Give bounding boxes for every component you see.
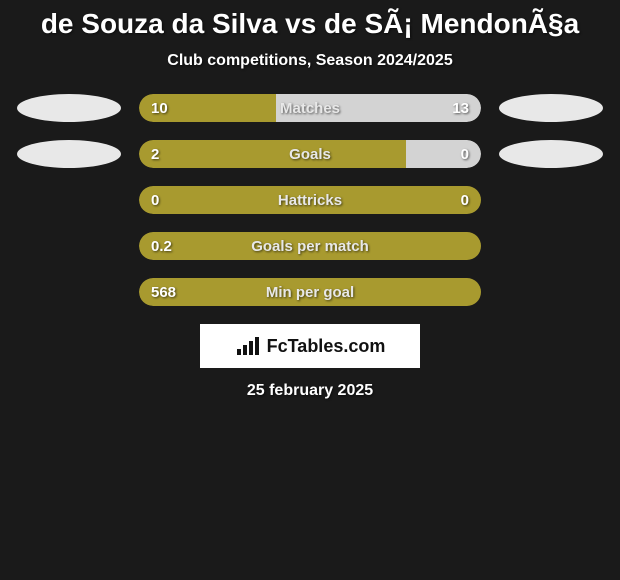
stat-bar: 568Min per goal <box>139 278 481 306</box>
footer-date: 25 february 2025 <box>0 382 620 400</box>
page-title: de Souza da Silva vs de SÃ¡ MendonÃ§a <box>0 8 620 40</box>
player-left-ellipse <box>17 140 121 168</box>
player-left-ellipse <box>17 94 121 122</box>
stat-row: 2Goals0 <box>0 140 620 168</box>
stat-row: 0.2Goals per match <box>0 232 620 260</box>
stat-right-value: 0 <box>461 140 469 168</box>
stat-bar: 10Matches13 <box>139 94 481 122</box>
stat-label: Goals per match <box>139 232 481 260</box>
player-right-ellipse <box>499 94 603 122</box>
stat-label: Goals <box>139 140 481 168</box>
stat-label: Hattricks <box>139 186 481 214</box>
stat-right-value: 13 <box>452 94 469 122</box>
stat-row: 0Hattricks0 <box>0 186 620 214</box>
stat-bar: 0Hattricks0 <box>139 186 481 214</box>
stat-bar: 0.2Goals per match <box>139 232 481 260</box>
bar-chart-icon <box>235 335 261 357</box>
stat-row: 10Matches13 <box>0 94 620 122</box>
logo-box: FcTables.com <box>200 324 420 368</box>
logo-text: FcTables.com <box>267 336 386 357</box>
page-subtitle: Club competitions, Season 2024/2025 <box>0 52 620 70</box>
stat-row: 568Min per goal <box>0 278 620 306</box>
stat-label: Matches <box>139 94 481 122</box>
player-right-ellipse <box>499 140 603 168</box>
stat-right-value: 0 <box>461 186 469 214</box>
stats-comparison-container: de Souza da Silva vs de SÃ¡ MendonÃ§a Cl… <box>0 0 620 400</box>
stat-bar: 2Goals0 <box>139 140 481 168</box>
stats-rows-region: 10Matches132Goals00Hattricks00.2Goals pe… <box>0 94 620 306</box>
stat-label: Min per goal <box>139 278 481 306</box>
